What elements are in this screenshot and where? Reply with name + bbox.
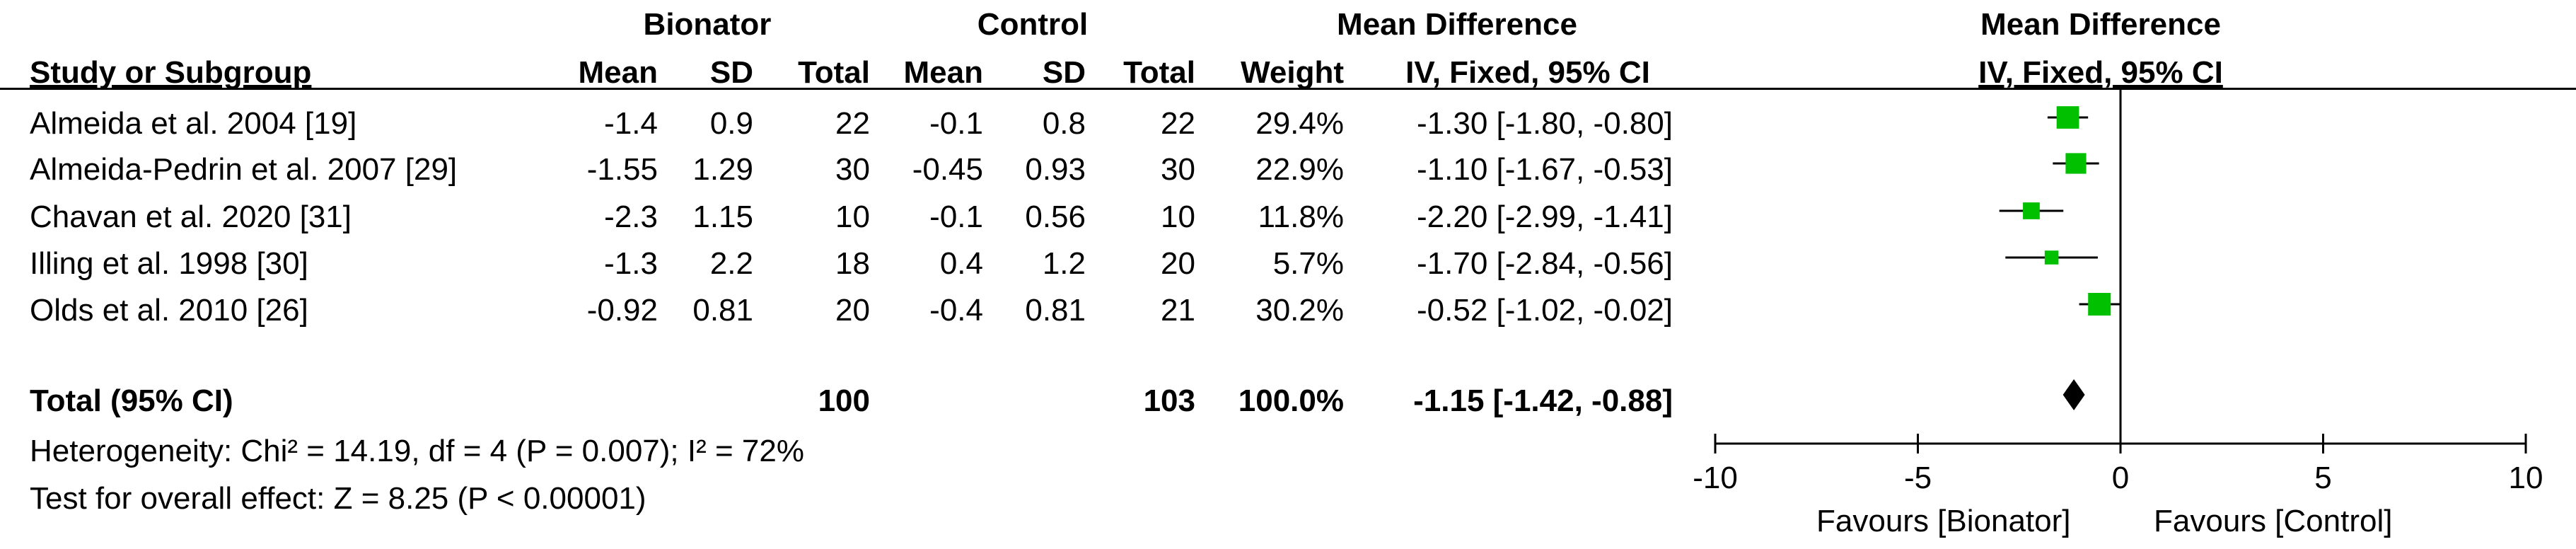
header-rule	[0, 88, 2576, 90]
sd2-cell: 1.2	[1042, 246, 1086, 281]
sd2-cell: 0.81	[1025, 293, 1086, 328]
mean2-cell: -0.1	[929, 200, 983, 234]
sd1-cell: 1.15	[692, 200, 753, 234]
sd1-cell: 2.2	[709, 246, 753, 281]
mean2-cell: -0.4	[929, 293, 983, 328]
n1-cell: 22	[835, 106, 870, 141]
sd2-cell: 0.93	[1025, 152, 1086, 187]
plot-method-header: IV, Fixed, 95% CI	[1978, 55, 2223, 90]
ci-cell: -0.52 [-1.02, -0.02]	[1417, 293, 1673, 328]
n2-cell: 10	[1161, 200, 1195, 234]
n1-cell: 30	[835, 152, 870, 187]
weight-cell: 30.2%	[1255, 293, 1344, 328]
n2-cell: 20	[1161, 246, 1195, 281]
x-tick-label: 10	[2509, 461, 2543, 495]
effect-square	[2065, 153, 2087, 174]
mean2-cell: -0.1	[929, 106, 983, 141]
effect-square	[2044, 250, 2059, 265]
study-name: Almeida et al. 2004 [19]	[30, 106, 357, 141]
mean2-header: Mean	[903, 55, 983, 90]
weight-cell: 22.9%	[1255, 152, 1344, 187]
effect-square	[2056, 106, 2079, 129]
mean1-header: Mean	[578, 55, 658, 90]
n2-cell: 30	[1161, 152, 1195, 187]
favours-left-label: Favours [Bionator]	[1816, 504, 2071, 538]
total-ci: -1.15 [-1.42, -0.88]	[1413, 383, 1673, 418]
sd1-header: SD	[709, 55, 753, 90]
mean1-cell: -2.3	[604, 200, 658, 234]
mean2-cell: -0.45	[912, 152, 983, 187]
overall-effect-text: Test for overall effect: Z = 8.25 (P < 0…	[30, 481, 646, 516]
total-n1: 100	[818, 383, 870, 418]
x-tick-label: -10	[1693, 461, 1738, 495]
weight-cell: 11.8%	[1258, 200, 1345, 234]
n1-cell: 18	[835, 246, 870, 281]
study-name: Illing et al. 1998 [30]	[30, 246, 308, 281]
x-tick-label: -5	[1904, 461, 1932, 495]
sd2-header: SD	[1042, 55, 1086, 90]
study-name: Chavan et al. 2020 [31]	[30, 200, 352, 234]
ci-cell: -1.70 [-2.84, -0.56]	[1417, 246, 1673, 281]
group1-header: Bionator	[643, 7, 772, 42]
x-tick-label: 5	[2314, 461, 2331, 495]
sd1-cell: 0.9	[709, 106, 753, 141]
group2-header: Control	[977, 7, 1089, 42]
ci-cell: -2.20 [-2.99, -1.41]	[1417, 200, 1673, 234]
plot-title: Mean Difference	[1980, 7, 2221, 42]
sd1-cell: 1.29	[692, 152, 753, 187]
n2-cell: 21	[1161, 293, 1195, 328]
study-column-header: Study or Subgroup	[30, 55, 312, 90]
total2-header: Total	[1123, 55, 1195, 90]
total1-header: Total	[798, 55, 870, 90]
n1-cell: 10	[835, 200, 870, 234]
total-weight: 100.0%	[1238, 383, 1344, 418]
study-name: Almeida-Pedrin et al. 2007 [29]	[30, 152, 458, 187]
study-name: Olds et al. 2010 [26]	[30, 293, 308, 328]
favours-right-label: Favours [Control]	[2154, 504, 2393, 538]
md-column-header: Mean Difference	[1337, 7, 1577, 42]
n1-cell: 20	[835, 293, 870, 328]
sd1-cell: 0.81	[692, 293, 753, 328]
weight-header: Weight	[1241, 55, 1344, 90]
mean1-cell: -1.55	[586, 152, 658, 187]
effect-square	[2088, 293, 2111, 316]
heterogeneity-text: Heterogeneity: Chi² = 14.19, df = 4 (P =…	[30, 434, 804, 468]
mean1-cell: -0.92	[586, 293, 658, 328]
effect-square	[2023, 202, 2040, 219]
mean1-cell: -1.3	[604, 246, 658, 281]
x-tick-label: 0	[2112, 461, 2129, 495]
mean1-cell: -1.4	[604, 106, 658, 141]
sd2-cell: 0.56	[1025, 200, 1086, 234]
n2-cell: 22	[1161, 106, 1195, 141]
mean2-cell: 0.4	[939, 246, 983, 281]
total-label: Total (95% CI)	[30, 383, 233, 418]
pooled-diamond	[2062, 379, 2085, 410]
sd2-cell: 0.8	[1042, 106, 1086, 141]
weight-cell: 29.4%	[1255, 106, 1344, 141]
ci-cell: -1.30 [-1.80, -0.80]	[1417, 106, 1673, 141]
total-n2: 103	[1143, 383, 1195, 418]
method-header: IV, Fixed, 95% CI	[1405, 55, 1650, 90]
weight-cell: 5.7%	[1272, 246, 1344, 281]
ci-cell: -1.10 [-1.67, -0.53]	[1417, 152, 1673, 187]
